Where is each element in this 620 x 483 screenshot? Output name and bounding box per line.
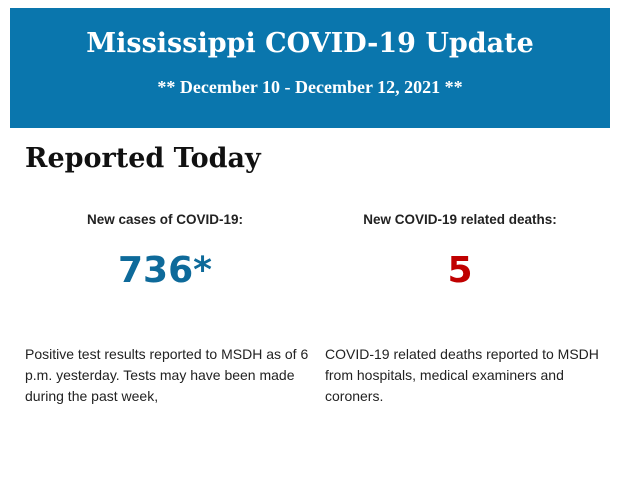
header-banner: Mississippi COVID-19 Update ** December …	[10, 8, 610, 128]
new-deaths-value: 5	[447, 250, 473, 291]
section-title: Reported Today	[25, 143, 261, 174]
new-deaths-stat: New COVID-19 related deaths: 5	[315, 212, 605, 295]
new-cases-description: Positive test results reported to MSDH a…	[25, 346, 309, 404]
new-deaths-label: New COVID-19 related deaths:	[363, 212, 557, 227]
new-cases-label: New cases of COVID-19:	[86, 212, 244, 227]
new-cases-stat: New cases of COVID-19: 736*	[20, 212, 310, 295]
date-range: ** December 10 - December 12, 2021 **	[157, 77, 463, 97]
page-title: Mississippi COVID-19 Update	[86, 28, 534, 59]
new-cases-value: 736*	[118, 250, 212, 291]
new-deaths-description: COVID-19 related deaths reported to MSDH…	[325, 346, 599, 404]
